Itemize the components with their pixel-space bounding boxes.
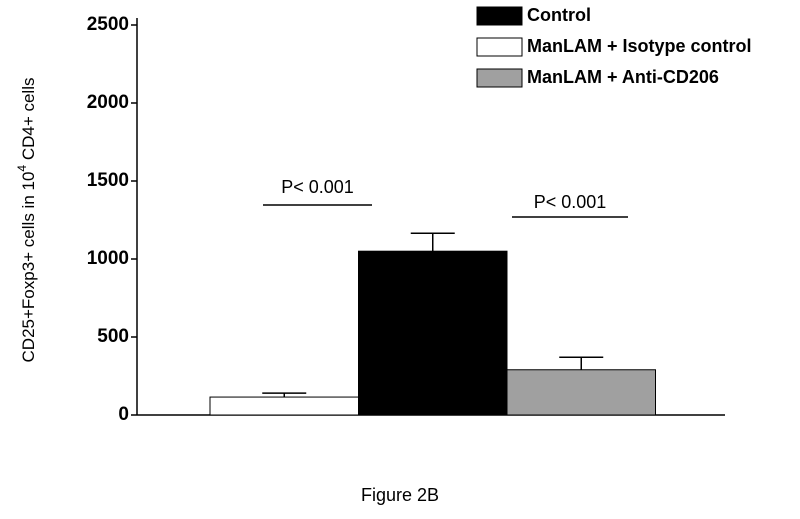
bar	[209, 396, 359, 416]
caption: Figure 2B	[361, 485, 439, 505]
legend-label: Control	[527, 5, 591, 25]
y-axis-label-part: 4	[15, 165, 29, 172]
y-tick-label: 2500	[87, 14, 129, 35]
legend-label: ManLAM + Isotype control	[527, 36, 752, 56]
y-axis-label-part: CD4+ cells	[19, 78, 38, 165]
annotation: P< 0.001	[534, 192, 607, 212]
y-tick-label: 500	[97, 326, 129, 347]
legend-swatch	[476, 68, 523, 88]
annotation: P< 0.001	[281, 177, 354, 197]
legend-swatch	[476, 37, 523, 57]
y-axis-label: CD25+Foxp3+ cells in 104 CD4+ cells	[15, 78, 38, 363]
legend-swatch	[476, 6, 523, 26]
bar	[506, 369, 656, 416]
y-tick-label: 1500	[87, 170, 129, 191]
y-tick-label: 0	[118, 404, 129, 425]
bar	[358, 250, 508, 416]
legend-label: ManLAM + Anti-CD206	[527, 67, 719, 87]
y-tick-label: 1000	[87, 248, 129, 269]
y-tick-label: 2000	[87, 92, 129, 113]
y-axis-label-part: CD25+Foxp3+ cells in 10	[19, 172, 38, 363]
